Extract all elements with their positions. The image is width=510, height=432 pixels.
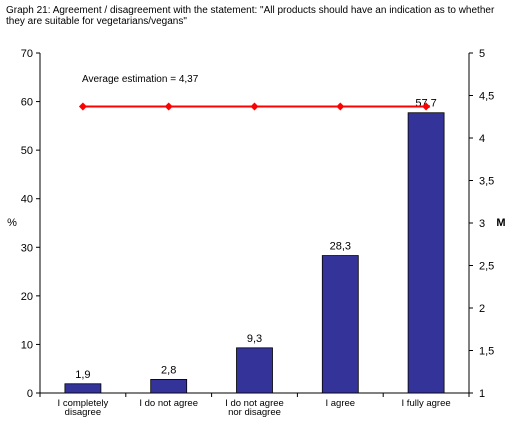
category-label: I do not agree [139,398,198,409]
y-tick-label-left: 20 [21,291,33,303]
average-marker [78,102,87,111]
y-tick-label-right: 5 [479,48,485,60]
category-label: disagree [65,407,101,418]
y-tick-label-left: 50 [21,145,33,157]
y-tick-label-left: 40 [21,194,33,206]
category-label: I do not agree [225,398,284,409]
y-tick-label-left: 10 [21,339,33,351]
bar [64,383,102,394]
category-label: I agree [326,398,356,409]
y-tick-label-right: 2,5 [479,261,494,273]
average-marker [422,102,431,111]
y-tick-label-left: 60 [21,97,33,109]
bar-value-label: 2,8 [161,364,176,376]
y-tick-label-right: 1 [479,388,485,400]
category-label: I completely [58,398,109,409]
y-tick-label-left: 0 [27,388,33,400]
average-marker [164,102,173,111]
bar [236,347,273,394]
chart-title: Graph 21: Agreement / disagreement with … [6,5,495,27]
y-tick-label-left: 70 [21,48,33,60]
bar [407,112,445,394]
y-axis-label-right: M [496,217,505,229]
y-tick-label-right: 2 [479,303,485,315]
y-tick-label-right: 4,5 [479,91,494,103]
y-tick-label-right: 3,5 [479,176,494,188]
bar-value-label: 9,3 [247,333,262,345]
bar-value-label: 1,9 [75,369,90,381]
bar-value-label: 28,3 [330,241,351,253]
y-tick-label-right: 1,5 [479,346,494,358]
y-axis-label-left: % [7,217,17,229]
average-marker [336,102,345,111]
category-label: I fully agree [402,398,451,409]
y-tick-label-right: 3 [479,218,485,230]
y-tick-label-left: 30 [21,242,33,254]
average-label: Average estimation = 4,37 [82,74,199,85]
category-label: nor disagree [228,407,281,418]
bar [321,255,359,394]
y-tick-label-right: 4 [479,133,485,145]
bar [150,378,188,394]
average-marker [250,102,259,111]
